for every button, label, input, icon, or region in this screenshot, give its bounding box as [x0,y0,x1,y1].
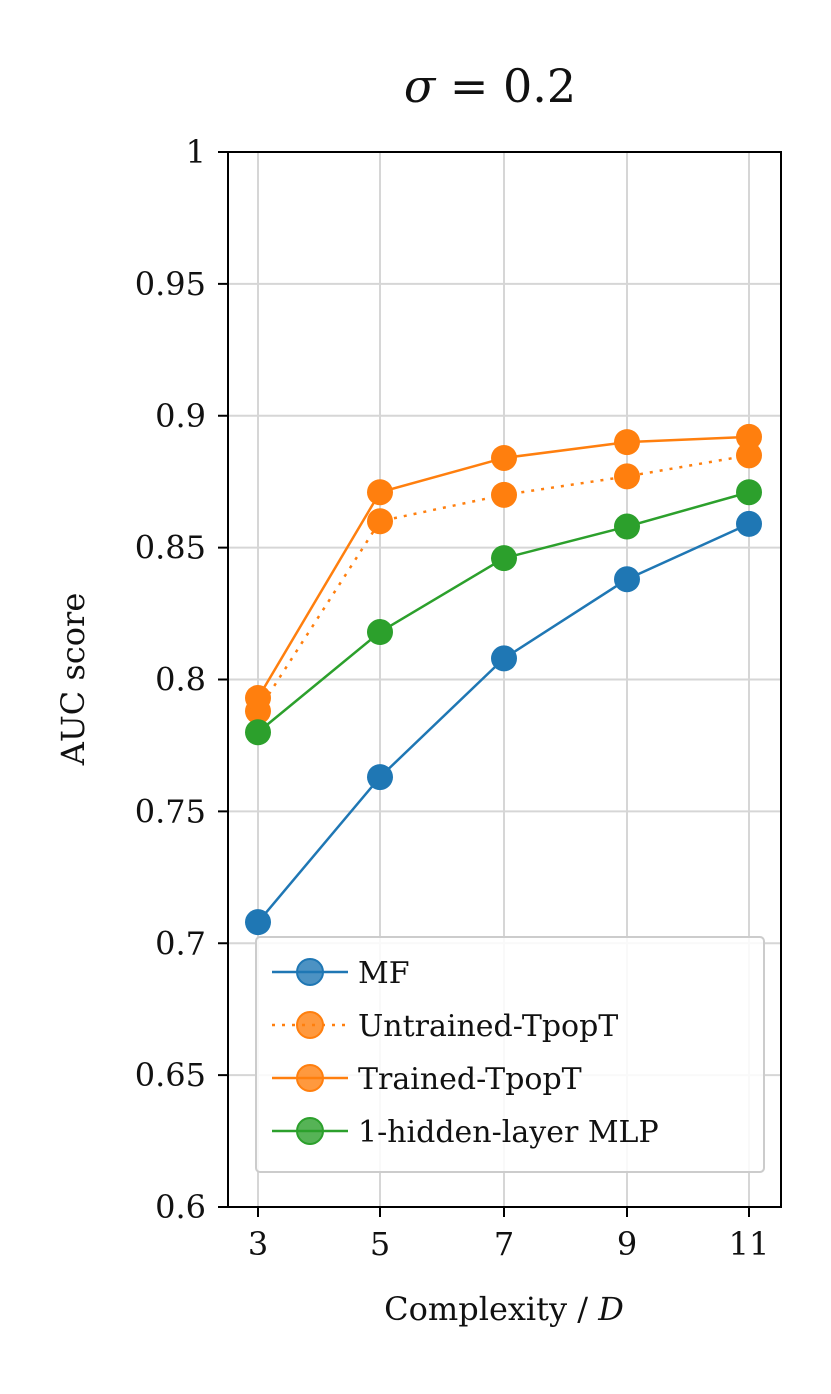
data-point-trained-tpopt [614,429,640,456]
data-point-1-hidden-layer-mlp [736,479,762,506]
x-axis-label-var: D [597,1290,624,1328]
x-tick-label: 11 [729,1225,770,1263]
title-rest: = 0.2 [435,59,576,113]
legend-label-untrained-tpopt: Untrained-TpopT [358,1009,618,1044]
data-point-1-hidden-layer-mlp [367,619,393,646]
series-layer [245,423,762,936]
y-axis-label: AUC score [54,593,92,767]
chart-title: σ = 0.2 [404,59,576,113]
data-point-trained-tpopt [245,684,271,711]
data-point-mf [614,566,640,593]
tick-layer: 3 5 7 9 11 0.6 0.65 0.7 0.75 0.8 0.85 0.9 0.95 1 [135,133,770,1263]
x-tick-label: 7 [494,1225,514,1263]
legend-items: MF Untrained-TpopT Trained-TpopT 1-hidden-l… [272,956,659,1150]
data-point-untrained-tpopt [614,463,640,490]
x-tick-label: 9 [617,1225,637,1263]
title-symbol: σ [404,59,437,113]
y-tick-label: 1 [186,133,206,171]
data-point-untrained-tpopt [367,508,393,535]
legend-box [255,936,765,1173]
data-point-trained-tpopt [491,444,517,471]
data-point-untrained-tpopt [736,442,762,469]
legend-marker-1-hidden-layer-mlp [296,1117,324,1145]
x-axis-label-main: Complexity / [384,1290,598,1328]
y-tick-label: 0.7 [155,924,206,962]
data-point-mf [736,510,762,537]
data-point-mf [245,909,271,936]
y-tick-label: 0.85 [135,529,206,567]
y-tick-label: 0.75 [135,792,206,830]
legend-label-1-hidden-layer-mlp: 1-hidden-layer MLP [358,1115,659,1150]
data-point-1-hidden-layer-mlp [614,513,640,540]
data-point-1-hidden-layer-mlp [245,719,271,746]
data-point-mf [367,764,393,791]
y-tick-label: 0.9 [155,397,206,435]
x-tick-label: 3 [248,1225,268,1263]
legend-marker-mf [296,958,324,986]
y-tick-label: 0.95 [135,265,206,303]
legend-marker-trained-tpopt [296,1064,324,1092]
data-point-untrained-tpopt [491,481,517,508]
data-point-trained-tpopt [736,423,762,450]
legend-label-trained-tpopt: Trained-TpopT [358,1062,582,1097]
data-point-1-hidden-layer-mlp [491,545,517,572]
x-axis-label: Complexity / D [384,1290,624,1328]
legend-marker-untrained-tpopt [296,1011,324,1039]
y-tick-label: 0.8 [155,661,206,699]
legend: MF Untrained-TpopT Trained-TpopT 1-hidden-l… [255,936,765,1173]
data-point-mf [491,645,517,672]
y-tick-label: 0.65 [135,1056,206,1094]
data-point-trained-tpopt [367,479,393,506]
y-tick-label: 0.6 [155,1188,206,1226]
x-tick-label: 5 [370,1225,390,1263]
legend-label-mf: MF [358,956,410,991]
